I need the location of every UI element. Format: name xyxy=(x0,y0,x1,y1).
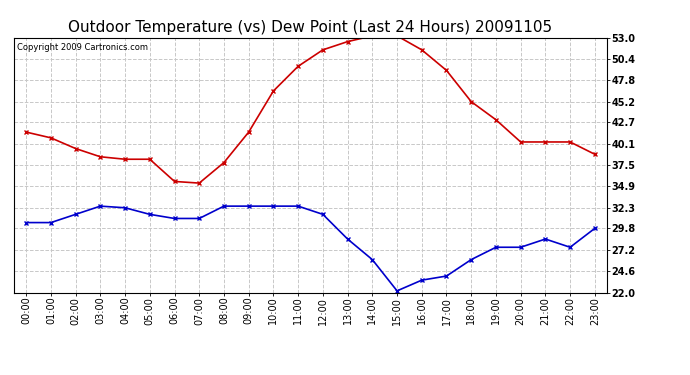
Title: Outdoor Temperature (vs) Dew Point (Last 24 Hours) 20091105: Outdoor Temperature (vs) Dew Point (Last… xyxy=(68,20,553,35)
Text: Copyright 2009 Cartronics.com: Copyright 2009 Cartronics.com xyxy=(17,43,148,52)
